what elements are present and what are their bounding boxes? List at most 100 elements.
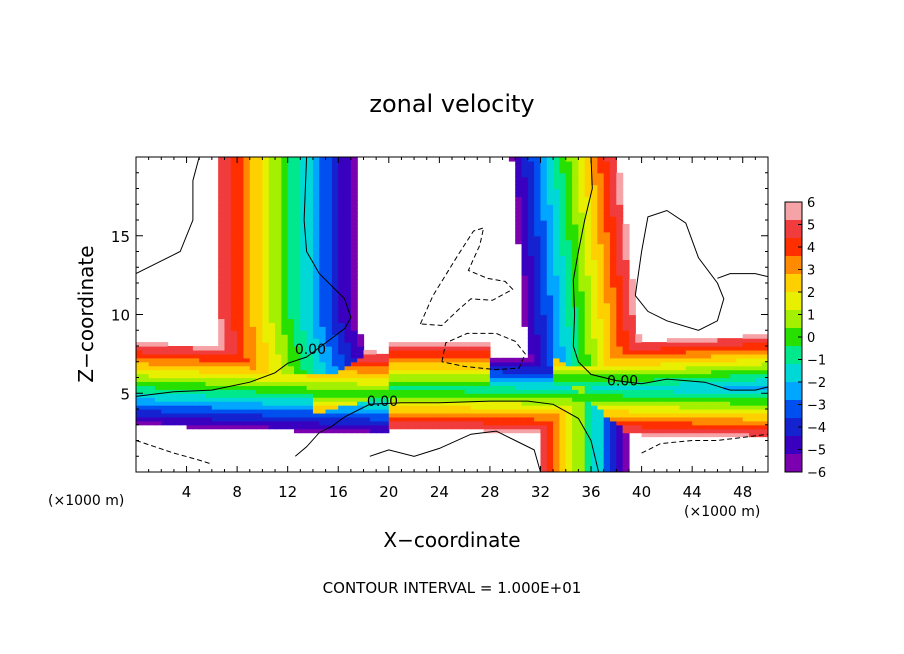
field-cell: [597, 334, 605, 339]
field-cell: [294, 373, 301, 379]
field-cell: [338, 377, 346, 383]
field-cell: [546, 420, 554, 426]
field-cell: [350, 231, 358, 237]
field-cell: [597, 243, 605, 249]
x-axis-ticks: 4 8 12 16 20 24 28 32 36 40 44 48: [148, 157, 756, 501]
field-cell: [584, 353, 592, 359]
field-cell: [458, 424, 466, 430]
field-cell: [458, 409, 466, 414]
field-cell: [565, 263, 573, 268]
field-cell: [749, 365, 756, 371]
field-cell: [230, 251, 238, 257]
field-cell: [685, 420, 693, 426]
field-cell: [616, 176, 624, 182]
field-cell: [534, 393, 542, 398]
field-cell: [249, 180, 257, 186]
field-cell: [553, 416, 561, 422]
field-cell: [218, 420, 226, 426]
field-cell: [711, 393, 719, 398]
field-cell: [546, 456, 554, 461]
field-cell: [616, 255, 624, 260]
field-cell: [173, 397, 181, 402]
field-cell: [730, 416, 737, 422]
field-cell: [572, 231, 579, 237]
field-cell: [515, 357, 523, 363]
field-cell: [275, 255, 282, 260]
field-cell: [344, 184, 352, 190]
field-cell: [230, 357, 238, 363]
field-cell: [584, 286, 592, 292]
field-cell: [477, 357, 485, 363]
field-cell: [553, 204, 561, 209]
field-cell: [312, 184, 320, 190]
field-cell: [540, 468, 548, 472]
field-cell: [205, 393, 213, 398]
field-cell: [338, 401, 346, 406]
field-cell: [275, 235, 282, 241]
field-cell: [597, 369, 605, 375]
field-cell: [723, 353, 731, 359]
field-cell: [565, 405, 573, 410]
field-cell: [565, 401, 573, 406]
field-cell: [578, 200, 586, 205]
field-cell: [534, 196, 542, 201]
field-cell: [319, 255, 327, 260]
field-cell: [470, 385, 478, 390]
field-cell: [407, 389, 415, 394]
field-cell: [312, 318, 320, 323]
field-cell: [287, 223, 295, 229]
field-cell: [584, 302, 592, 308]
field-cell: [237, 223, 245, 229]
field-cell: [420, 393, 428, 398]
field-cell: [534, 397, 542, 402]
field-cell: [565, 428, 573, 434]
field-cell: [344, 405, 352, 410]
field-cell: [331, 416, 339, 422]
field-cell: [584, 223, 592, 229]
field-cell: [331, 227, 339, 233]
field-cell: [540, 456, 548, 461]
field-cell: [597, 342, 605, 347]
field-cell: [584, 346, 592, 351]
field-cell: [603, 220, 611, 225]
field-cell: [755, 401, 763, 406]
field-cell: [584, 216, 592, 221]
field-cell: [294, 306, 301, 312]
field-cell: [679, 393, 687, 398]
field-cell: [331, 373, 339, 379]
field-cell: [610, 235, 617, 241]
field-cell: [154, 349, 162, 355]
field-cell: [565, 393, 573, 398]
field-cell: [312, 251, 320, 257]
field-cell: [439, 385, 447, 390]
field-cell: [685, 416, 693, 422]
field-cell: [603, 306, 611, 312]
field-cell: [325, 160, 333, 166]
field-cell: [338, 385, 346, 390]
field-cell: [224, 377, 232, 383]
field-cell: [287, 424, 295, 430]
field-cell: [306, 294, 314, 300]
field-cell: [736, 353, 744, 359]
field-cell: [755, 409, 763, 414]
field-cell: [388, 346, 396, 351]
field-cell: [218, 302, 226, 308]
field-cell: [565, 180, 573, 186]
field-cell: [433, 405, 440, 410]
field-cell: [546, 223, 554, 229]
field-cell: [262, 365, 270, 371]
field-cell: [521, 184, 529, 190]
field-cell: [243, 389, 251, 394]
field-cell: [553, 464, 561, 469]
field-cell: [477, 405, 485, 410]
field-cell: [584, 188, 592, 194]
field-cell: [218, 318, 226, 323]
field-cell: [666, 349, 674, 355]
field-cell: [294, 353, 301, 359]
field-cell: [306, 290, 314, 296]
field-cell: [325, 235, 333, 241]
field-cell: [445, 365, 453, 371]
field-cell: [218, 275, 226, 280]
field-cell: [761, 346, 768, 351]
field-cell: [584, 275, 592, 280]
